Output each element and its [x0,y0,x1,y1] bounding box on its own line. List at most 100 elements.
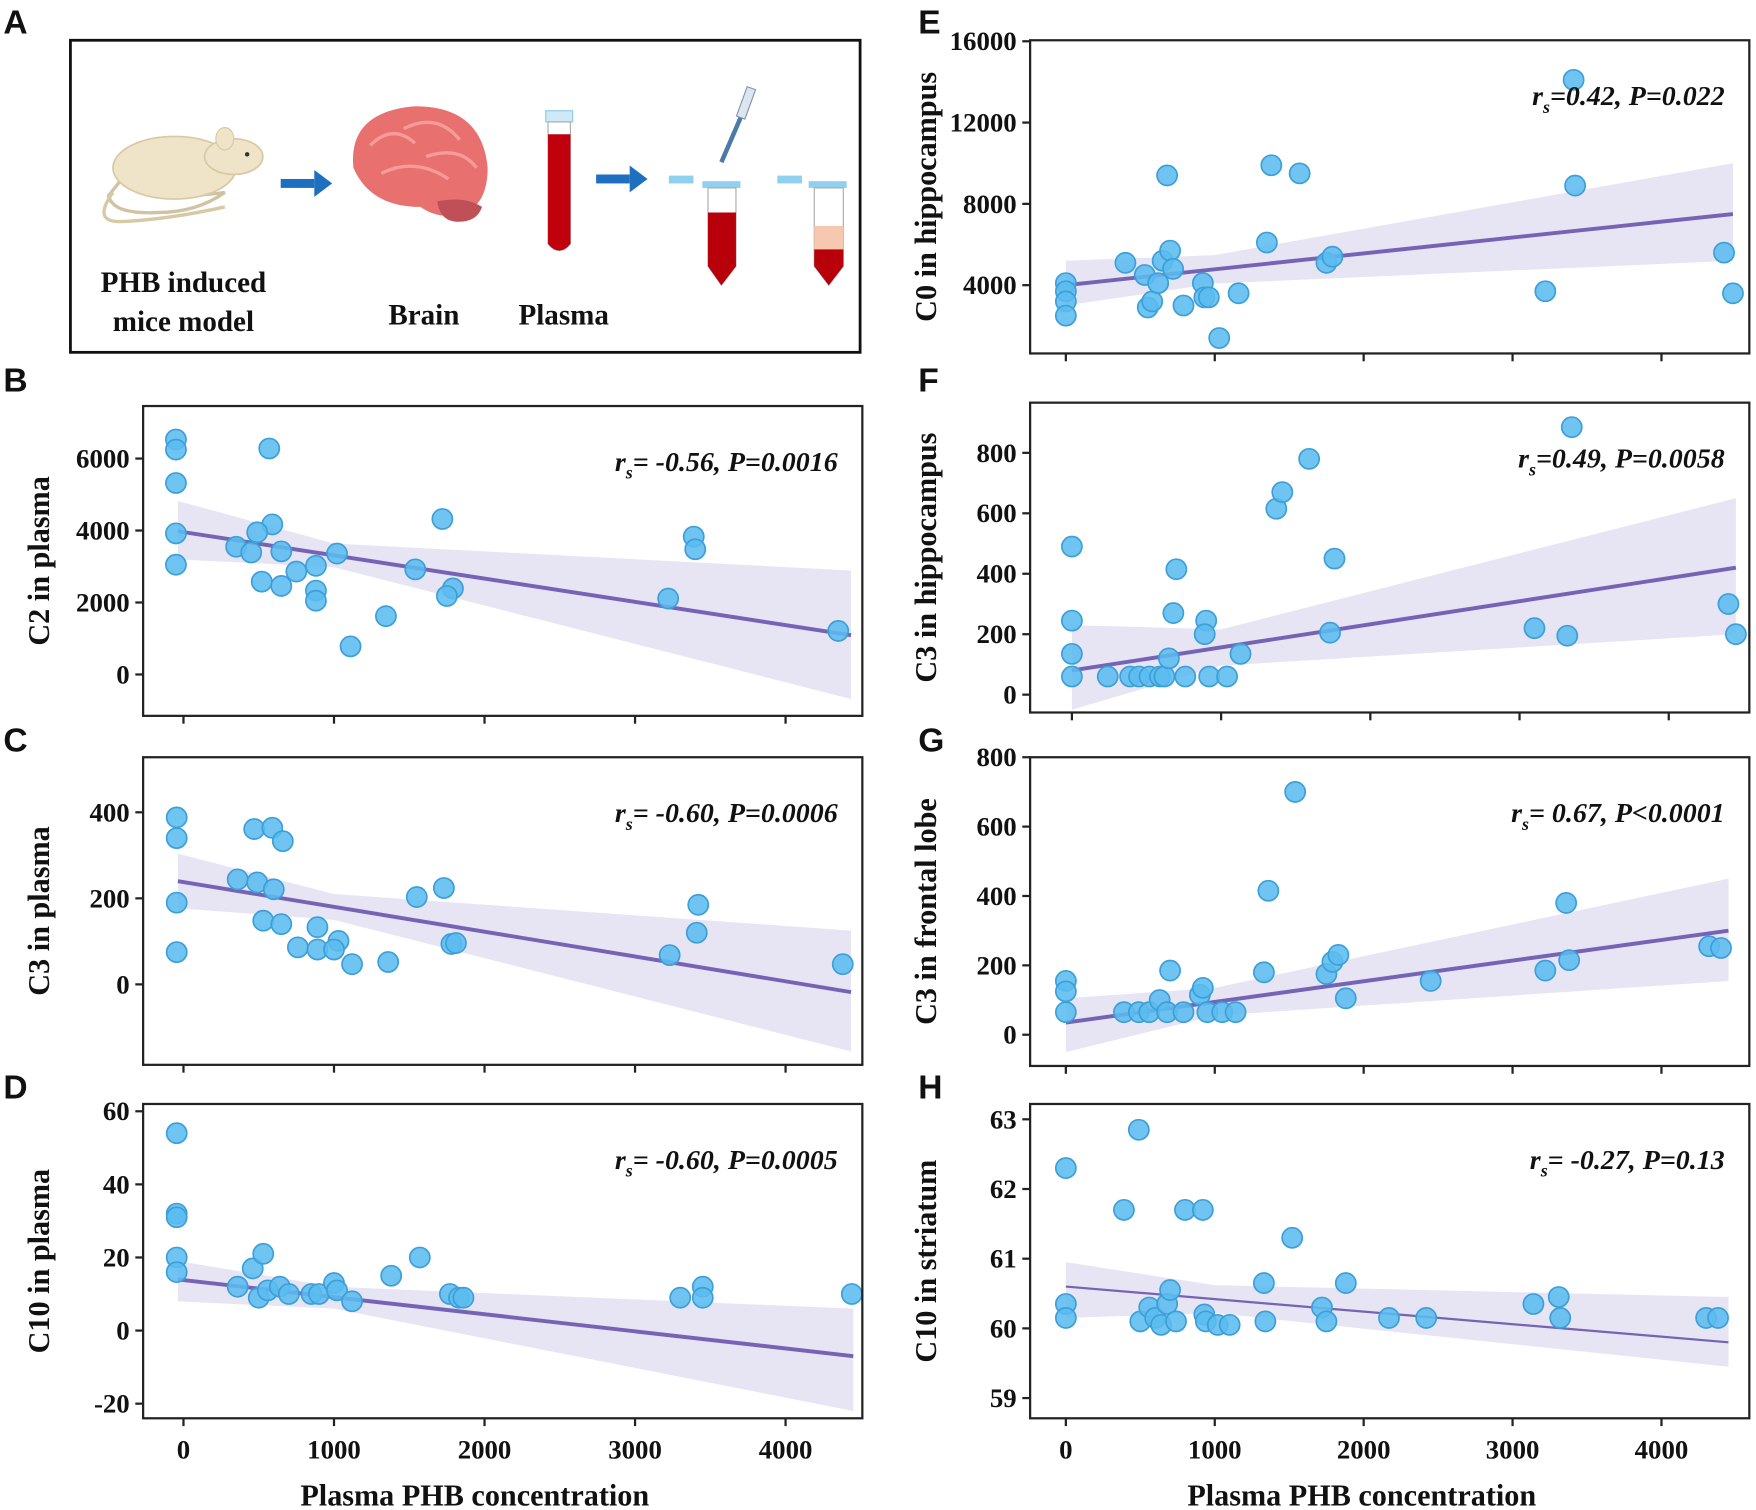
data-point [1156,164,1179,187]
data-point [1710,937,1732,959]
mice-label-line1: PHB induced [101,267,267,299]
data-point [165,553,187,576]
chart-panel-b: 0 2000 4000 6000 C2 in plasma rs= -0.56, P=0.… [22,404,864,724]
data-point [1547,1286,1570,1308]
data-point [165,522,187,545]
data-point [1113,1199,1135,1221]
data-point [1172,294,1195,317]
data-point [1415,1307,1438,1329]
arrow-right-icon [596,165,648,193]
correlation-annotation: rs= -0.56, P=0.0016 [615,447,838,483]
data-point [1549,1307,1572,1329]
rs-value: =0.42, P=0.022 [1550,81,1725,112]
plot-frame [1029,1102,1751,1420]
data-point [827,620,850,642]
data-point [1722,282,1744,305]
data-point [1252,961,1275,984]
data-point [1054,1157,1077,1179]
y-tick-label: 8000 [963,189,1017,219]
data-point [1334,1272,1357,1294]
data-point [1165,558,1188,581]
data-point [165,827,188,850]
data-point [1419,970,1442,992]
y-axis-label: C10 in plasma [22,1169,56,1354]
y-tick-label: 600 [976,812,1016,842]
y-axis-label: C0 in hippocampus [909,72,943,322]
data-point [1319,621,1341,644]
data-point [326,542,348,565]
y-tick-label: 800 [976,438,1016,468]
rs-symbol: r [615,447,627,478]
regression-line [1071,565,1737,673]
rs-symbol: r [1532,81,1544,112]
data-point [226,868,249,891]
data-point [250,570,273,593]
y-tick-label: 400 [976,881,1016,911]
data-point [685,921,708,944]
data-point [431,508,454,530]
y-axis-label: C3 in hippocampus [909,432,943,682]
data-point [657,587,680,610]
data-point [1281,1226,1304,1249]
data-point [432,877,455,899]
plot-frame [142,756,864,1066]
y-tick-label: 200 [976,950,1016,980]
data-point [1284,781,1307,803]
rs-value: = 0.67, P<0.0001 [1529,798,1725,829]
data-point [687,893,710,916]
x-tick-label: 1000 [1188,1435,1242,1465]
x-tick-label: 3000 [608,1435,662,1465]
x-tick-label: 1000 [307,1435,361,1465]
data-point [226,1275,249,1298]
data-point [1054,1307,1077,1329]
y-tick-label: 800 [976,742,1016,772]
data-point [1174,665,1197,688]
data-point [1159,959,1181,982]
data-point [1157,647,1180,670]
rs-subscript: s [1540,1161,1548,1181]
data-point [1224,1001,1247,1024]
data-point [1096,665,1119,688]
rs-subscript: s [1528,459,1536,479]
data-point [341,1290,363,1313]
y-tick-label: 4000 [76,515,130,545]
brain-label: Brain [388,299,459,331]
y-tick-label: 4000 [963,270,1017,300]
arrow-right-icon [280,170,333,197]
data-point [1260,154,1283,177]
rs-subscript: s [625,814,633,834]
data-point [1562,68,1585,91]
rs-subscript: s [1542,97,1550,117]
data-point [1522,1293,1545,1315]
data-point [252,909,275,932]
data-point [165,891,188,914]
plot-frame [1029,39,1751,355]
data-point [1162,602,1185,624]
data-point [1159,239,1181,262]
x-tick-label: 0 [1059,1435,1072,1465]
data-point [270,913,293,936]
data-point [1717,593,1740,615]
data-point [408,1246,431,1269]
data-point [1159,1279,1181,1301]
data-point [165,1261,188,1283]
data-point [405,886,428,908]
y-tick-label: -20 [94,1389,130,1419]
data-point [1060,535,1083,558]
data-point [1191,976,1214,999]
rs-symbol: r [1511,798,1523,829]
x-axis-label: Plasma PHB concentration [1187,1479,1536,1510]
data-point [1054,1001,1077,1024]
data-point [1191,1199,1214,1221]
x-tick-label: 3000 [1486,1435,1540,1465]
data-point [452,1286,475,1309]
data-point [270,540,293,563]
data-point [1114,251,1137,274]
data-point [684,538,707,561]
x-tick-label: 0 [177,1435,190,1465]
data-point [1334,987,1357,1010]
data-point [1060,642,1083,665]
